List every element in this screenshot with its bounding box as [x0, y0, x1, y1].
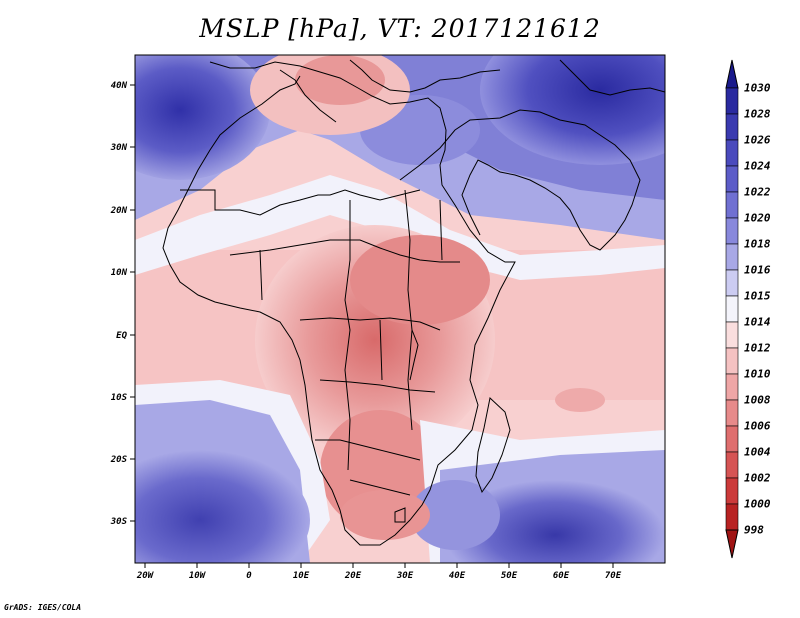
lon-label: 10E: [293, 571, 310, 581]
colorbar-swatch: [725, 425, 739, 453]
pressure-field: [135, 55, 665, 563]
colorbar-swatch: [725, 87, 739, 115]
colorbar-label: 1030: [744, 82, 771, 95]
colorbar-label: 998: [744, 524, 764, 537]
colorbar-label: 1002: [744, 472, 771, 485]
lon-label: 20W: [136, 571, 155, 581]
colorbar: 1030 1028 1026 1024 1022 1020 1018 1016 1015 1014…: [725, 59, 771, 559]
colorbar-label: 1000: [744, 498, 771, 511]
colorbar-label: 1010: [744, 368, 771, 381]
credit-text: GrADS: IGES/COLA: [4, 603, 82, 612]
colorbar-swatch: [725, 191, 739, 219]
colorbar-swatch: [725, 503, 739, 531]
colorbar-label: 1012: [744, 342, 771, 355]
lat-label: 10N: [111, 268, 128, 278]
colorbar-swatch: [725, 373, 739, 401]
colorbar-swatch: [725, 269, 739, 297]
colorbar-swatch: [725, 217, 739, 245]
lon-label: 40E: [449, 571, 466, 581]
colorbar-swatch: [725, 165, 739, 193]
colorbar-label: 1020: [744, 212, 771, 225]
colorbar-label: 1015: [744, 290, 771, 303]
lat-label: 30N: [110, 143, 128, 153]
colorbar-swatch: [725, 477, 739, 505]
colorbar-label: 1028: [744, 108, 771, 121]
colorbar-swatch: [725, 113, 739, 141]
colorbar-swatch: [725, 139, 739, 167]
lon-label: 70E: [605, 571, 622, 581]
lon-label: 0: [246, 571, 252, 581]
colorbar-label: 1016: [744, 264, 771, 277]
plot-frame: [134, 54, 666, 564]
colorbar-swatch: [725, 347, 739, 375]
lon-axis: 20W 10W 0 10E 20E 30E 40E 50E 60E 70E: [136, 563, 622, 581]
lat-label: 10S: [111, 393, 128, 403]
lat-label: EQ: [116, 331, 127, 341]
lon-label: 50E: [501, 571, 518, 581]
colorbar-swatch: [725, 321, 739, 349]
colorbar-label: 1014: [744, 316, 771, 329]
colorbar-label: 1022: [744, 186, 771, 199]
colorbar-label: 1006: [744, 420, 771, 433]
map-title: MSLP [hPa], VT: 2017121612: [199, 14, 601, 43]
lat-label: 20N: [110, 206, 128, 216]
colorbar-swatch: [725, 399, 739, 427]
colorbar-label: 1018: [744, 238, 771, 251]
colorbar-bottom-triangle: [725, 529, 739, 559]
colorbar-label: 1004: [744, 446, 771, 459]
colorbar-swatch: [725, 451, 739, 479]
colorbar-swatch: [725, 243, 739, 271]
lat-label: 20S: [110, 455, 128, 465]
lon-label: 30E: [396, 571, 414, 581]
lon-label: 10W: [189, 571, 207, 581]
colorbar-label: 1024: [744, 160, 771, 173]
lon-label: 60E: [553, 571, 570, 581]
colorbar-label: 1008: [744, 394, 771, 407]
colorbar-label: 1026: [744, 134, 771, 147]
lat-label: 30S: [110, 517, 128, 527]
lat-axis: 40N 30N 20N 10N EQ 10S 20S 30S: [110, 81, 135, 527]
lat-label: 40N: [111, 81, 128, 91]
coastlines: [162, 59, 665, 546]
colorbar-top-triangle: [725, 59, 739, 89]
colorbar-swatch: [725, 295, 739, 323]
lon-label: 20E: [344, 571, 362, 581]
